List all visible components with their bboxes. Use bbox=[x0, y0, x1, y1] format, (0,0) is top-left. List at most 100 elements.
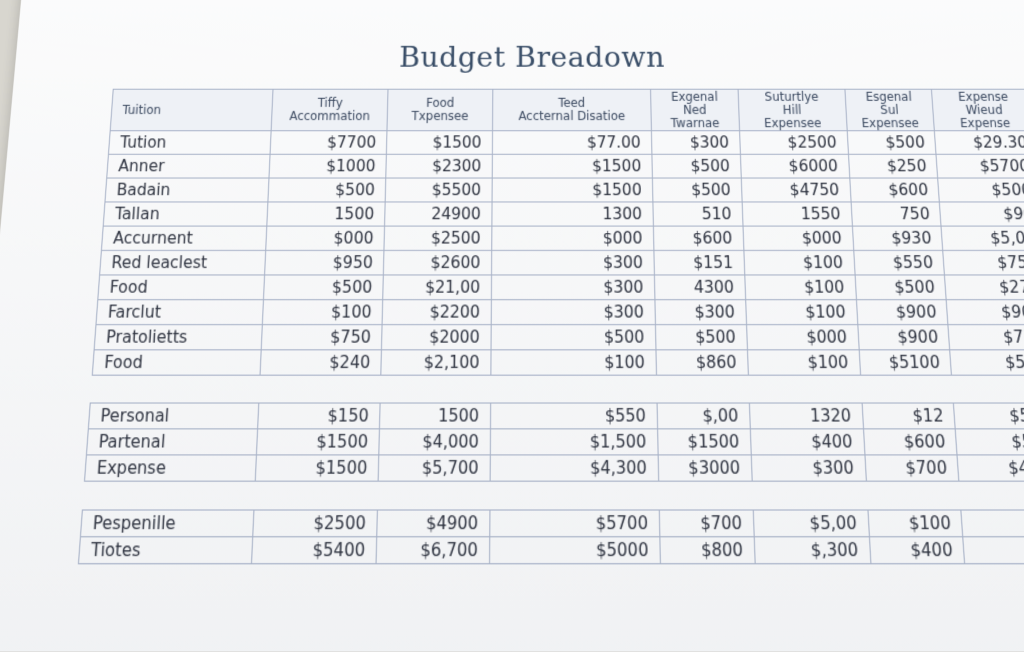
table-cell: $500 bbox=[490, 324, 656, 350]
table-cell: $600 bbox=[863, 428, 958, 455]
table-cell: $3000 bbox=[658, 454, 753, 482]
table-cell: $500 bbox=[655, 324, 748, 350]
table-cell: $4,000 bbox=[379, 428, 491, 455]
column-header: Tiffy Accommation bbox=[271, 89, 389, 131]
table-cell: $1500 bbox=[492, 154, 653, 179]
table-cell: $100 bbox=[745, 299, 858, 325]
table-cell: 1550 bbox=[741, 201, 852, 227]
table-cell: 1500 bbox=[266, 201, 386, 227]
column-header-text: Expensee bbox=[861, 115, 920, 130]
table-cell: 1320 bbox=[749, 403, 864, 429]
table-cell: $730 bbox=[948, 324, 1024, 350]
table-cell: $700 bbox=[659, 510, 755, 537]
table-cell: $2500 bbox=[384, 226, 492, 251]
table-cell: $000 bbox=[742, 226, 854, 251]
table-cell: $600 bbox=[653, 226, 744, 251]
table-row: Anner $1000 $2300 $1500 $500 $6000 $250 $5700 bbox=[106, 154, 1024, 179]
column-header-text: Expense bbox=[957, 89, 1009, 104]
table-cell: $2300 bbox=[386, 154, 493, 179]
table-cell: $800 bbox=[659, 536, 755, 564]
table-cell: $100 bbox=[743, 250, 855, 275]
table-cell: $750 bbox=[943, 250, 1024, 275]
table-cell: $500 bbox=[652, 178, 742, 202]
table-row: Food $240 $2,100 $100 $860 $100 $5100 $500 bbox=[92, 349, 1024, 376]
table-cell: $5400 bbox=[251, 536, 377, 564]
row-label: Pespenille bbox=[80, 510, 255, 537]
table-cell: $000 bbox=[746, 324, 859, 350]
table-cell: $1500 bbox=[491, 178, 653, 202]
row-label: Food bbox=[97, 274, 265, 300]
table-cell: $500 bbox=[268, 178, 387, 202]
table-cell: $1500 bbox=[386, 130, 493, 155]
table-cell: $400 bbox=[868, 536, 966, 564]
table-cell: $5000 bbox=[489, 536, 661, 564]
table-cell: 510 bbox=[652, 201, 743, 227]
table-cell: $500 bbox=[854, 274, 947, 300]
column-header: Food Txpensee bbox=[387, 89, 493, 131]
column-header: Suturtlye Hill Expensee bbox=[737, 89, 847, 131]
table-cell: $5700 bbox=[489, 510, 660, 537]
table-cell: $900 bbox=[855, 299, 949, 325]
table-cell: $930 bbox=[851, 226, 944, 251]
row-label: Badain bbox=[104, 178, 270, 202]
column-header-text: Suturtlye bbox=[764, 89, 819, 104]
budget-table: Tuition Tiffy Accommation Food Txpensee Teed A… bbox=[78, 89, 1024, 565]
table-cell: $4,300 bbox=[490, 454, 659, 482]
column-header-text: Hill bbox=[782, 102, 802, 117]
table-cell: $1500 bbox=[657, 428, 752, 455]
table-cell: $,00 bbox=[656, 403, 751, 429]
row-label: Anner bbox=[106, 154, 271, 179]
column-header: Tuition bbox=[110, 89, 274, 131]
table-cell: $900 bbox=[946, 299, 1024, 325]
table-cell: $700 bbox=[864, 454, 960, 482]
table-cell: $5,00 bbox=[753, 510, 869, 537]
table-cell: $21,00 bbox=[382, 274, 492, 300]
row-label: Food bbox=[92, 349, 262, 376]
table-cell: $50 bbox=[961, 510, 1024, 537]
row-label: Expense bbox=[84, 454, 257, 482]
table-cell: $500 bbox=[651, 154, 742, 179]
column-header-text: Esgenal bbox=[865, 89, 913, 104]
column-header-text: Ned bbox=[682, 102, 707, 117]
row-label: Accurnent bbox=[101, 226, 267, 251]
row-label: Pratolietts bbox=[94, 324, 263, 350]
table-cell: $2000 bbox=[381, 324, 492, 350]
table-row: Red leaclest $950 $2600 $300 $151 $100 $550 $75… bbox=[99, 250, 1024, 275]
table-cell: $000 bbox=[265, 226, 385, 251]
column-header-text: Accternal Disatioe bbox=[518, 108, 626, 124]
header-row: Tuition Tiffy Accommation Food Txpensee Teed A… bbox=[110, 89, 1024, 131]
row-label: Tiotes bbox=[78, 536, 253, 564]
column-header-text: Twarnae bbox=[670, 115, 720, 130]
table-cell: $100 bbox=[262, 299, 383, 325]
row-label: Farclut bbox=[95, 299, 264, 325]
table-cell: 24900 bbox=[384, 201, 492, 227]
table-cell: $1500 bbox=[255, 454, 380, 482]
table-cell: $600 bbox=[849, 178, 940, 202]
table-cell: $151 bbox=[653, 250, 745, 275]
table-row: Expense $1500 $5,700 $4,300 $3000 $300 $700 $4,… bbox=[84, 454, 1024, 482]
table-cell: $5,00 bbox=[941, 226, 1024, 251]
table-cell: $100 bbox=[490, 349, 657, 376]
table-cell: $6,700 bbox=[376, 536, 490, 564]
table-cell: $520 bbox=[955, 428, 1024, 455]
table-cell: $240 bbox=[260, 349, 382, 376]
column-header-text: Expensee bbox=[763, 115, 822, 130]
table-cell: 4300 bbox=[654, 274, 746, 300]
table-row: Pespenille$2500$4900$5700$700$5,00$100$5… bbox=[80, 510, 1024, 537]
table-cell: $4,50 bbox=[957, 454, 1024, 482]
table-cell: $550 bbox=[490, 403, 658, 429]
table-cell: 750 bbox=[850, 201, 942, 227]
table-row: Partenal $1500 $4,000 $1,500 $1500 $400 $600 $5… bbox=[86, 428, 1024, 455]
table-row: Tution $7700 $1500 $77.00 $300 $2500 $500 $29.3… bbox=[108, 130, 1024, 155]
column-header-text: Wieud bbox=[965, 102, 1004, 117]
row-label: Tallan bbox=[103, 201, 269, 227]
table-cell: $2500 bbox=[252, 510, 378, 537]
table-cell: $500 bbox=[846, 130, 937, 155]
table-row: Tiotes$5400$6,700$5000$800$,300$400$32 bbox=[78, 536, 1024, 564]
table-row: Food $500 $21,00 $300 4300 $100 $500 $270 bbox=[97, 274, 1024, 300]
table-cell: $300 bbox=[491, 250, 655, 275]
row-label: Personal bbox=[88, 403, 259, 429]
table-row: Pratolietts $750 $2000 $500 $500 $000 $900 $730 bbox=[94, 324, 1024, 350]
table-cell: $400 bbox=[750, 428, 865, 455]
table-cell: $2600 bbox=[383, 250, 492, 275]
